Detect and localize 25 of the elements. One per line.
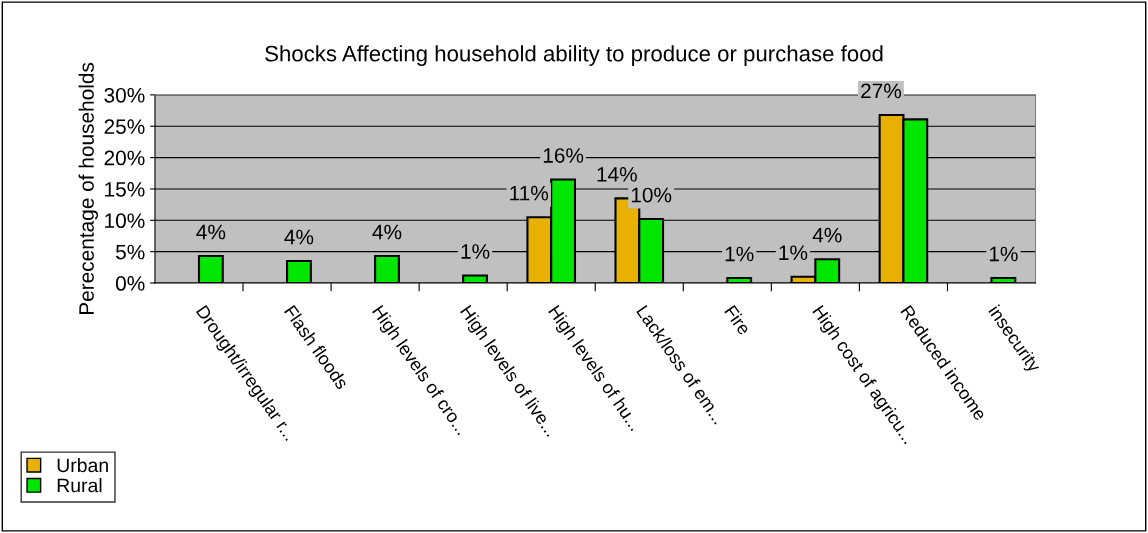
y-tick-label: 15% [105,182,145,197]
y-tick-label: 30% [104,87,145,103]
data-label: 1% [461,244,490,259]
data-label: 1% [779,245,808,261]
data-label: 1% [725,246,754,262]
y-axis-title: Perecentage of households [78,62,99,315]
y-tick-label: 0% [115,276,145,291]
x-tick-label: Fire [724,304,752,336]
chart-title: Shocks Affecting household ability to produce or purchase food [265,45,883,66]
data-label: 4% [284,229,314,245]
y-tick-label: 20% [104,150,145,166]
legend-label: Urban [57,457,108,473]
data-label: 4% [372,224,402,240]
data-label: 27% [861,83,902,99]
legend-label: Rural [57,478,102,493]
data-label: 10% [631,187,672,203]
data-label: 4% [196,224,226,240]
data-label: 1% [989,246,1018,262]
y-tick-label: 25% [104,119,145,134]
data-label: 14% [597,167,637,182]
y-tick-label: 5% [115,244,145,260]
data-label: 11% [510,185,549,201]
y-tick-label: 10% [105,213,145,229]
data-label: 16% [543,148,584,163]
data-label: 4% [812,227,842,243]
